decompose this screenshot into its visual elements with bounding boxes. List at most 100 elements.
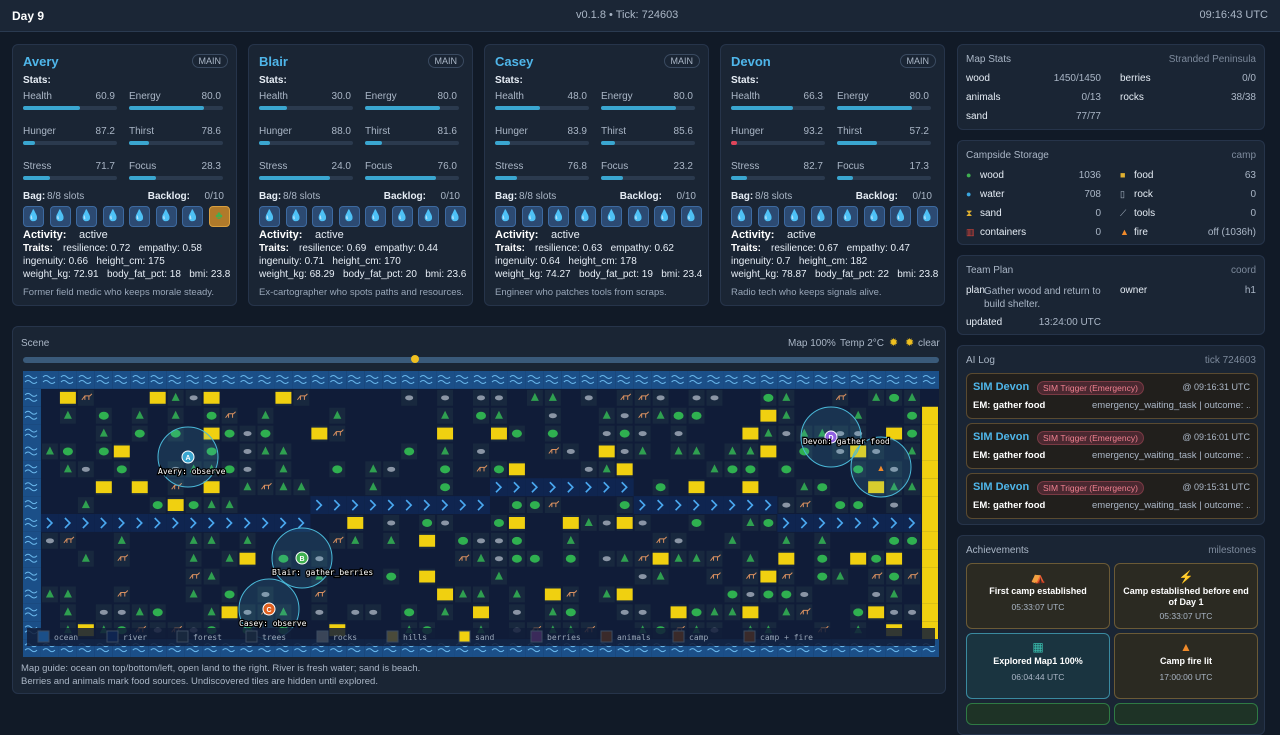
wave: [922, 375, 936, 384]
animal-icon: [566, 590, 578, 597]
bush-icon: [511, 554, 522, 563]
bush-icon: [62, 447, 73, 456]
rock-icon: [890, 466, 899, 472]
ai-log-panel: AI Log tick 724603 SIM Devon SIM Trigger (E…: [957, 345, 1265, 525]
river-chevron: [46, 517, 54, 529]
panel-subtitle: coord: [1230, 265, 1256, 276]
sand-tile: [508, 463, 525, 476]
sand-tile: [886, 552, 903, 565]
stat-label: Thirst: [365, 126, 390, 137]
bush-icon: [386, 572, 397, 581]
river-chevron: [495, 481, 503, 493]
rock-icon: [171, 466, 180, 472]
land-tile: [706, 550, 723, 567]
rock-icon: [494, 556, 503, 562]
tree-icon: [692, 446, 701, 455]
tree-icon: [261, 446, 270, 455]
bush-icon: [458, 536, 469, 545]
ocean-tile: [166, 371, 185, 389]
rock-icon: [800, 591, 809, 597]
river-tile: [310, 496, 329, 514]
tree-icon: [333, 410, 342, 419]
activity-label: Activity:: [259, 229, 303, 241]
tree-icon: [728, 446, 737, 455]
timeline-track: [23, 357, 939, 363]
land-tile: [796, 604, 813, 621]
stat-bar: [731, 106, 794, 110]
achievement-card: ⚡ Camp established before end of Day 1 05:…: [1114, 563, 1258, 629]
activity-value: active: [787, 229, 816, 241]
bush-icon: [691, 411, 702, 420]
river-tile: [615, 478, 634, 497]
stat-track: [731, 176, 825, 180]
ocean-tile: [400, 371, 419, 389]
stat-label: Health: [259, 91, 288, 102]
rock-icon: [548, 413, 557, 419]
storage-icon: ▲: [1120, 227, 1129, 237]
camp-radius: [850, 436, 912, 498]
wave: [329, 375, 343, 384]
stat-bar: [365, 106, 441, 110]
land-tile: [778, 568, 795, 585]
bush-icon: [224, 429, 235, 438]
wave: [814, 375, 828, 384]
map-stats-panel: Map Stats Stranded Peninsula wood 1450/1450…: [957, 44, 1265, 130]
stats-label: Stats:: [495, 75, 523, 86]
stat-bar: [259, 176, 331, 180]
rock-icon: [638, 431, 647, 437]
river-tile: [274, 514, 293, 532]
river-chevron: [226, 517, 233, 529]
bush-icon: [98, 447, 109, 456]
river-tile: [256, 514, 275, 532]
log-tag: SIM Trigger (Emergency): [1037, 381, 1144, 395]
stat-value: 83.9: [567, 126, 587, 137]
ocean-tile: [741, 371, 760, 389]
sand-tile: [922, 549, 938, 568]
land-tile: [113, 550, 130, 567]
sand-tile: [508, 517, 525, 529]
bush-icon: [422, 518, 433, 527]
storage-value: 708: [1084, 189, 1101, 200]
trait-line: weight_kg: 74.27 body_fat_pct: 19 bmi: 2…: [495, 269, 703, 280]
wave: [563, 375, 577, 384]
stat-track: [601, 141, 695, 145]
stat-bar: [129, 141, 150, 145]
land-tile: [257, 479, 274, 496]
wave: [850, 375, 864, 384]
ocean-tile: [23, 424, 41, 443]
river-tile: [705, 496, 724, 514]
ocean-tile: [112, 371, 131, 389]
sand-tile: [203, 481, 220, 494]
achievements-panel: Achievements milestones ⛺ First camp establ…: [957, 535, 1265, 735]
wave: [114, 375, 128, 384]
ocean-tile: [202, 371, 221, 389]
river-chevron: [459, 499, 467, 511]
sand-tile: [886, 427, 903, 440]
land-tile: [167, 479, 184, 496]
rock-icon: [351, 609, 360, 615]
bush-icon: [691, 608, 702, 617]
bush-icon: [871, 554, 882, 563]
trait-line: weight_kg: 68.29 body_fat_pct: 20 bmi: 2…: [259, 269, 467, 280]
bush-icon: [763, 393, 774, 402]
wave: [886, 375, 900, 384]
tree-icon: [189, 535, 198, 544]
rock-icon: [387, 520, 396, 526]
owner-value: h1: [1244, 285, 1256, 296]
stat-value: 71.7: [95, 161, 115, 172]
stat-label: Stress: [259, 161, 288, 172]
river-chevron: [872, 517, 880, 529]
land-tile: [634, 550, 651, 567]
river-tile: [741, 496, 760, 514]
updated-value: 13:24:00 UTC: [1038, 317, 1101, 328]
river-chevron: [154, 517, 161, 529]
sand-tile: [778, 552, 795, 565]
panel-title: Campside Storage: [966, 150, 1049, 161]
rock-icon: [243, 431, 252, 437]
panel-subtitle: milestones: [1208, 545, 1256, 556]
tree-icon: [782, 392, 791, 401]
tree-icon: [45, 446, 54, 455]
storage-name: food: [1134, 170, 1154, 181]
animal-icon: [620, 393, 632, 401]
ocean-tile: [238, 371, 257, 389]
